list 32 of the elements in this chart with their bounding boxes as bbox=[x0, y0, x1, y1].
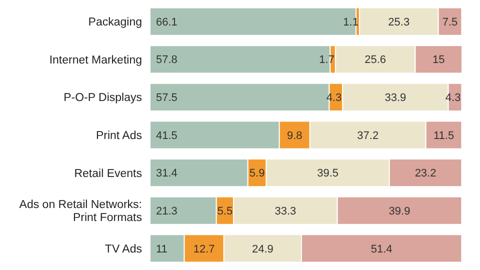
data-label: 5.9 bbox=[249, 168, 265, 180]
data-label: 11 bbox=[156, 243, 168, 256]
data-label: 31.4 bbox=[156, 168, 178, 180]
data-label: 66.1 bbox=[156, 16, 178, 28]
data-label: 21.3 bbox=[156, 205, 178, 218]
y-tick-label: Retail Events bbox=[74, 168, 142, 180]
data-label: 7.5 bbox=[442, 16, 458, 28]
data-label: 39.9 bbox=[388, 205, 410, 218]
data-label: 15 bbox=[432, 54, 445, 66]
data-label: 12.7 bbox=[193, 243, 215, 256]
bar bbox=[150, 7, 357, 36]
data-label: 9.8 bbox=[286, 130, 302, 142]
data-label: 25.3 bbox=[388, 16, 410, 28]
data-label: 57.8 bbox=[156, 54, 178, 66]
data-label: 37.2 bbox=[357, 130, 379, 142]
y-tick-label: P-O-P Displays bbox=[64, 92, 142, 104]
data-label: 57.5 bbox=[156, 92, 178, 104]
data-label: 11.5 bbox=[433, 130, 454, 142]
y-tick-label: Ads on Retail Networks: Print Formats bbox=[19, 199, 142, 224]
data-label: 23.2 bbox=[414, 168, 436, 180]
data-label: 24.9 bbox=[252, 243, 274, 256]
data-label: 33.3 bbox=[274, 205, 296, 218]
y-tick-label: Print Ads bbox=[96, 130, 142, 142]
data-label: 41.5 bbox=[156, 130, 178, 142]
y-tick-label: Internet Marketing bbox=[49, 54, 142, 66]
data-label: 33.9 bbox=[384, 92, 406, 104]
data-label: 51.4 bbox=[370, 243, 392, 256]
data-label: 5.5 bbox=[217, 205, 233, 218]
y-tick-label: Packaging bbox=[88, 16, 142, 29]
data-label: 25.6 bbox=[364, 54, 386, 66]
y-tick-label: TV Ads bbox=[104, 243, 142, 256]
data-label: 39.5 bbox=[317, 168, 339, 180]
